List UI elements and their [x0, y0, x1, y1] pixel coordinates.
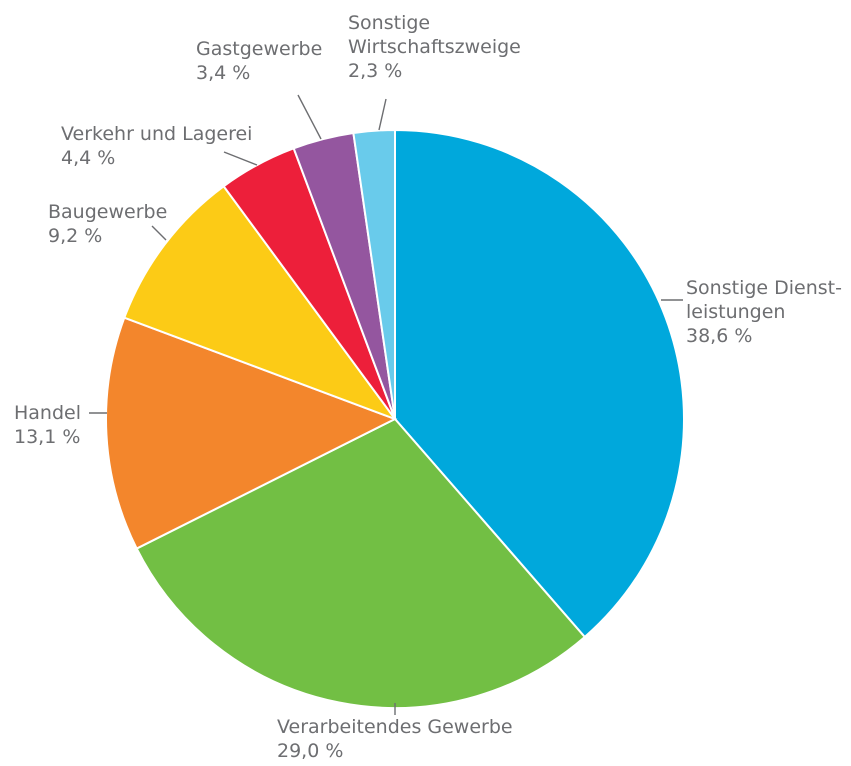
slice-name-label-6-line-0: Sonstige: [348, 12, 430, 34]
pie-slice-2: [105, 316, 398, 550]
pie-slice-1: [135, 417, 587, 709]
slice-name-label-1-line-0: Verarbeitendes Gewerbe: [277, 716, 513, 738]
pie-slice-0: [394, 128, 685, 639]
slice-value-label-4: 4,4 %: [61, 147, 115, 169]
slice-value-label-3: 9,2 %: [48, 225, 102, 247]
slice-value-label-2: 13,1 %: [14, 426, 80, 448]
pie-slices: [105, 128, 685, 709]
slice-value-label-0: 38,6 %: [686, 325, 752, 347]
leader-lines: [89, 94, 683, 715]
slice-value-label-5: 3,4 %: [196, 62, 250, 84]
pie-slice-6: [352, 128, 396, 420]
slice-name-label-3-line-0: Baugewerbe: [48, 201, 167, 223]
slice-name-label-4-line-0: Verkehr und Lagerei: [61, 123, 252, 145]
slice-value-label-6: 2,3 %: [348, 60, 402, 82]
slice-name-label-0-line-0: Sonstige Dienst-: [686, 277, 842, 299]
leader-line-5: [297, 94, 322, 140]
leader-line-6: [378, 98, 387, 131]
slice-name-label-2-line-0: Handel: [14, 402, 81, 424]
leader-line-3: [151, 225, 167, 241]
slice-value-label-1: 29,0 %: [277, 740, 343, 762]
leader-line-4: [223, 151, 258, 166]
slice-name-label-5-line-0: Gastgewerbe: [196, 38, 322, 60]
pie-slice-3: [123, 184, 398, 422]
slice-name-label-6-line-1: Wirtschaftszweige: [348, 36, 521, 58]
slice-name-label-0-line-1: leistungen: [686, 301, 785, 323]
